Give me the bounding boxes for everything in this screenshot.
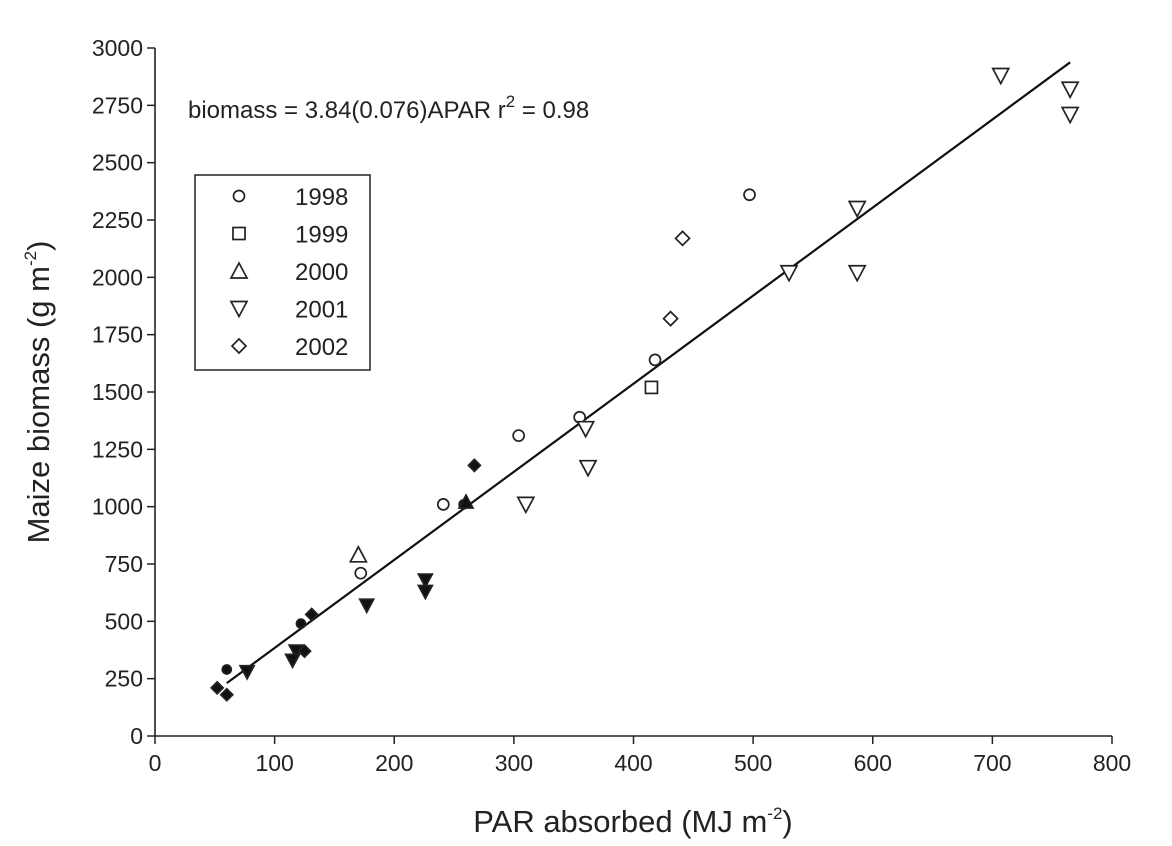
- legend-marker-2000: [229, 261, 249, 279]
- data-point-filled: [295, 618, 307, 629]
- data-point-1999: [644, 380, 659, 395]
- legend-items: 1998 1999 2000 2001 2002: [229, 184, 348, 361]
- data-point-2002: [662, 310, 679, 327]
- y-tick-label: 750: [105, 551, 143, 577]
- data-point-2001: [1060, 81, 1080, 100]
- data-point-filled: [219, 687, 234, 702]
- legend-marker-2002: [230, 337, 248, 355]
- regression-annotation: biomass = 3.84(0.076)APAR r2 = 0.98: [188, 92, 589, 124]
- legend-label-1998: 1998: [295, 184, 348, 211]
- legend-label-2002: 2002: [295, 334, 348, 361]
- data-point-2001: [847, 264, 867, 283]
- data-point-1998: [354, 566, 368, 580]
- x-tick-label: 400: [614, 750, 652, 776]
- data-point-2002: [674, 230, 691, 247]
- x-tick-label: 500: [734, 750, 772, 776]
- data-point-filled: [210, 680, 225, 696]
- fit-line-group: [226, 61, 1071, 685]
- data-point-filled: [457, 493, 475, 509]
- legend-marker-2001: [229, 300, 249, 319]
- y-tick-label: 2750: [92, 92, 143, 118]
- legend: 1998 1999 2000 2001 2002: [194, 174, 371, 371]
- axes: 0250500750100012501500175020002250250027…: [92, 35, 1131, 776]
- data-point-filled: [416, 584, 434, 601]
- data-point-2001: [578, 459, 598, 478]
- y-tick-label: 1750: [92, 322, 143, 348]
- x-tick-label: 800: [1093, 750, 1131, 776]
- y-tick-label: 250: [105, 666, 143, 692]
- x-tick-label: 700: [973, 750, 1011, 776]
- data-point-2001: [847, 200, 867, 219]
- data-point-filled: [416, 573, 434, 589]
- data-point-1998: [648, 353, 662, 367]
- data-point-2001: [779, 264, 799, 283]
- data-point-2001: [1060, 106, 1080, 125]
- data-point-1998: [512, 429, 526, 442]
- y-tick-label: 500: [105, 608, 143, 634]
- y-tick-label: 0: [130, 723, 143, 749]
- y-tick-label: 3000: [92, 35, 143, 61]
- x-tick-label: 600: [854, 750, 892, 776]
- x-axis-title: PAR absorbed (MJ m-2): [473, 804, 792, 839]
- data-point-filled: [358, 598, 376, 615]
- data-points: [210, 67, 1080, 702]
- x-tick-label: 100: [255, 750, 293, 776]
- y-axis-title: Maize biomass (g m-2): [21, 241, 56, 544]
- legend-label-2000: 2000: [295, 259, 348, 286]
- y-tick-label: 2500: [92, 150, 143, 176]
- data-point-filled: [221, 664, 233, 675]
- data-point-filled: [304, 607, 319, 622]
- data-point-filled: [467, 458, 482, 473]
- y-tick-label: 1250: [92, 436, 143, 462]
- data-point-filled: [284, 653, 301, 670]
- data-point-filled: [238, 664, 256, 681]
- legend-marker-1998: [232, 189, 246, 203]
- regression-line: [226, 61, 1071, 685]
- data-point-2000: [348, 545, 368, 563]
- data-point-1998: [436, 498, 450, 511]
- data-point-2001: [991, 67, 1011, 86]
- y-tick-label: 2000: [92, 264, 143, 290]
- legend-label-2001: 2001: [295, 297, 348, 324]
- data-point-1998: [743, 188, 756, 202]
- y-tick-label: 1000: [92, 494, 143, 520]
- legend-box: [194, 174, 371, 371]
- data-point-filled: [297, 643, 312, 659]
- x-tick-label: 0: [149, 750, 162, 776]
- legend-marker-1999: [232, 226, 246, 241]
- x-tick-label: 200: [375, 750, 413, 776]
- data-point-2001: [516, 496, 536, 515]
- x-tick-label: 300: [495, 750, 533, 776]
- legend-label-1999: 1999: [295, 222, 348, 249]
- y-tick-label: 1500: [92, 379, 143, 405]
- y-tick-label: 2250: [92, 207, 143, 233]
- data-point-2001: [576, 420, 596, 439]
